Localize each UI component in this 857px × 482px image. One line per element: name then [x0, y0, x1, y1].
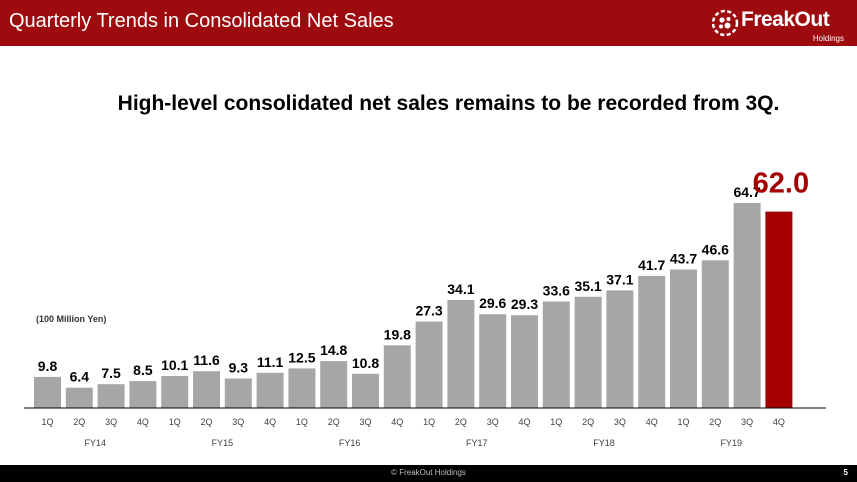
x-tick-label: 4Q	[264, 417, 276, 427]
bar-value-label: 29.6	[479, 295, 506, 311]
bar-value-label: 14.8	[320, 342, 347, 358]
bar	[383, 345, 411, 408]
x-tick-label: 1Q	[423, 417, 435, 427]
fiscal-year-label: FY19	[720, 438, 742, 448]
bar	[701, 260, 729, 408]
fiscal-year-label: FY15	[212, 438, 234, 448]
bar	[34, 376, 61, 408]
bar	[765, 211, 793, 408]
bar	[193, 371, 220, 408]
x-tick-label: 3Q	[741, 417, 753, 427]
bar-value-label: 7.5	[101, 365, 121, 381]
bar	[161, 376, 189, 408]
fiscal-year-label: FY14	[84, 438, 106, 448]
headline: High-level consolidated net sales remain…	[117, 92, 780, 115]
fiscal-year-label: FY18	[593, 438, 615, 448]
x-tick-label: 4Q	[391, 417, 403, 427]
unit-label: (100 Million Yen)	[36, 314, 107, 324]
x-tick-label: 3Q	[487, 417, 499, 427]
bar-value-label: 11.1	[257, 354, 284, 370]
highlight-value-label: 62.0	[753, 168, 809, 200]
bar-value-label: 35.1	[574, 278, 601, 294]
x-tick-label: 2Q	[200, 417, 212, 427]
bar-value-label: 9.8	[38, 358, 58, 374]
footer-bar: © FreakOut Holdings 5	[0, 465, 857, 482]
x-tick-label: 1Q	[677, 417, 689, 427]
x-tick-label: 2Q	[709, 417, 721, 427]
page-title: Quarterly Trends in Consolidated Net Sal…	[9, 10, 394, 32]
bar	[97, 384, 125, 408]
fiscal-year-label: FY17	[466, 438, 488, 448]
bar-value-label: 27.3	[415, 303, 442, 319]
bar	[574, 296, 602, 408]
bar-value-label: 11.6	[193, 352, 220, 368]
bar	[224, 378, 252, 408]
x-tick-label: 2Q	[328, 417, 340, 427]
x-tick-label: 2Q	[73, 417, 85, 427]
bar-value-label: 8.5	[133, 362, 153, 378]
bar-value-label: 6.4	[70, 369, 90, 385]
x-tick-label: 1Q	[169, 417, 181, 427]
x-tick-label: 2Q	[455, 417, 467, 427]
copyright-text: © FreakOut Holdings	[391, 468, 466, 477]
bar-value-label: 19.8	[384, 326, 411, 342]
logo-text: FreakOut	[741, 8, 830, 31]
x-tick-label: 1Q	[550, 417, 562, 427]
fiscal-year-label: FY16	[339, 438, 361, 448]
bar	[542, 301, 570, 408]
bar	[129, 381, 157, 408]
bar	[447, 300, 475, 408]
bar	[733, 203, 761, 408]
bar-value-label: 10.8	[352, 355, 379, 371]
freakout-logo-icon	[711, 9, 739, 37]
x-tick-label: 4Q	[646, 417, 658, 427]
bar	[65, 387, 93, 408]
x-tick-label: 3Q	[232, 417, 244, 427]
bar-value-label: 33.6	[543, 283, 570, 299]
bar-value-label: 43.7	[670, 251, 697, 267]
bar-value-label: 34.1	[447, 281, 474, 297]
x-tick-label: 1Q	[41, 417, 53, 427]
header-bar: Quarterly Trends in Consolidated Net Sal…	[0, 0, 857, 46]
bar	[638, 275, 666, 408]
bar	[415, 321, 443, 408]
freakout-logo: FreakOut Holdings	[707, 5, 847, 43]
bar	[511, 315, 538, 408]
bar	[256, 372, 284, 408]
bar-value-label: 37.1	[606, 271, 633, 287]
bar-value-label: 64.7	[733, 184, 760, 200]
bar	[352, 373, 379, 408]
bar	[606, 290, 634, 408]
x-tick-label: 1Q	[296, 417, 308, 427]
x-tick-label: 4Q	[137, 417, 149, 427]
bar	[288, 368, 316, 408]
x-tick-label: 4Q	[518, 417, 530, 427]
net-sales-bar-chart: 9.8 1Q 6.4 2Q 7.5 3Q 8.5 4Q 10.1 1Q 11.6 2Q 9.3 3Q 11.…	[24, 168, 826, 448]
bar	[670, 269, 697, 408]
x-tick-label: 3Q	[359, 417, 371, 427]
logo-subtext: Holdings	[812, 34, 844, 43]
x-tick-label: 2Q	[582, 417, 594, 427]
bar-value-label: 29.3	[511, 296, 538, 312]
bar-value-label: 41.7	[638, 257, 665, 273]
x-tick-label: 3Q	[105, 417, 117, 427]
x-tick-label: 4Q	[773, 417, 785, 427]
bar-value-label: 12.5	[288, 349, 315, 365]
bar-value-label: 10.1	[161, 357, 188, 373]
bar-value-label: 9.3	[229, 360, 249, 376]
bar	[320, 361, 348, 408]
bar-value-label: 46.6	[702, 241, 729, 257]
bar	[479, 314, 507, 408]
x-tick-label: 3Q	[614, 417, 626, 427]
page-number: 5	[843, 468, 848, 477]
